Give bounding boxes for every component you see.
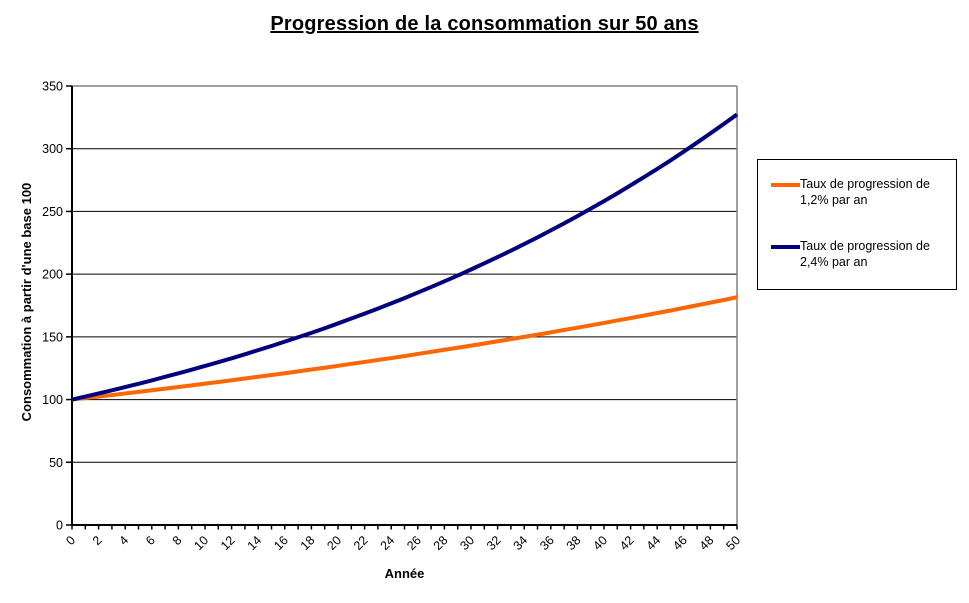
x-axis-title: Année — [384, 566, 425, 581]
y-tick-label: 300 — [42, 142, 63, 156]
x-tick-label: 28 — [431, 533, 451, 553]
series-line-1 — [71, 295, 738, 402]
y-tick-label: 50 — [49, 456, 63, 470]
x-tick-label: 48 — [697, 533, 717, 553]
legend-item-series1: Taux de progression de 1,2% par an — [771, 177, 952, 208]
y-tick-label: 150 — [42, 330, 63, 344]
x-tick-label: 40 — [590, 533, 610, 553]
x-tick-label: 18 — [298, 533, 318, 553]
chart-title: Progression de la consommation sur 50 an… — [270, 13, 699, 35]
x-tick-label: 36 — [537, 533, 557, 553]
y-tick-label: 0 — [56, 519, 63, 533]
x-tick-label: 44 — [644, 533, 664, 553]
x-tick-label: 46 — [670, 533, 690, 553]
x-tick-label: 26 — [404, 533, 424, 553]
legend-item-label: Taux de progression de 2,4% par an — [800, 239, 930, 269]
x-tick-label: 0 — [63, 533, 78, 548]
x-tick-label: 8 — [170, 533, 185, 548]
y-tick-label: 250 — [42, 205, 63, 219]
x-tick-label: 20 — [324, 533, 344, 553]
x-tick-label: 24 — [378, 533, 398, 553]
x-tick-label: 34 — [511, 533, 531, 553]
x-tick-label: 2 — [90, 533, 105, 548]
y-tick-label: 350 — [42, 80, 63, 94]
x-tick-label: 4 — [117, 533, 132, 548]
x-tick-label: 6 — [143, 533, 158, 548]
x-tick-label: 10 — [191, 533, 211, 553]
x-tick-label: 50 — [723, 533, 743, 553]
legend-item-label: Taux de progression de 1,2% par an — [800, 177, 930, 207]
series-line-2 — [71, 112, 739, 402]
x-tick-label: 42 — [617, 533, 637, 553]
x-tick-label: 12 — [218, 533, 238, 553]
x-tick-label: 22 — [351, 533, 371, 553]
legend-item-series2: Taux de progression de 2,4% par an — [771, 239, 952, 270]
x-tick-label: 16 — [271, 533, 291, 553]
y-tick-label: 200 — [42, 268, 63, 282]
x-tick-label: 38 — [564, 533, 584, 553]
legend-line-sample-navy — [771, 245, 800, 249]
legend: Taux de progression de 1,2% par an Taux … — [757, 159, 957, 290]
x-tick-label: 14 — [245, 533, 265, 553]
x-tick-label: 30 — [457, 533, 477, 553]
legend-line-sample-orange — [771, 183, 800, 187]
x-tick-label: 32 — [484, 533, 504, 553]
y-tick-label: 100 — [42, 393, 63, 407]
y-axis-title: Consommation à partir d'une base 100 — [19, 182, 34, 422]
